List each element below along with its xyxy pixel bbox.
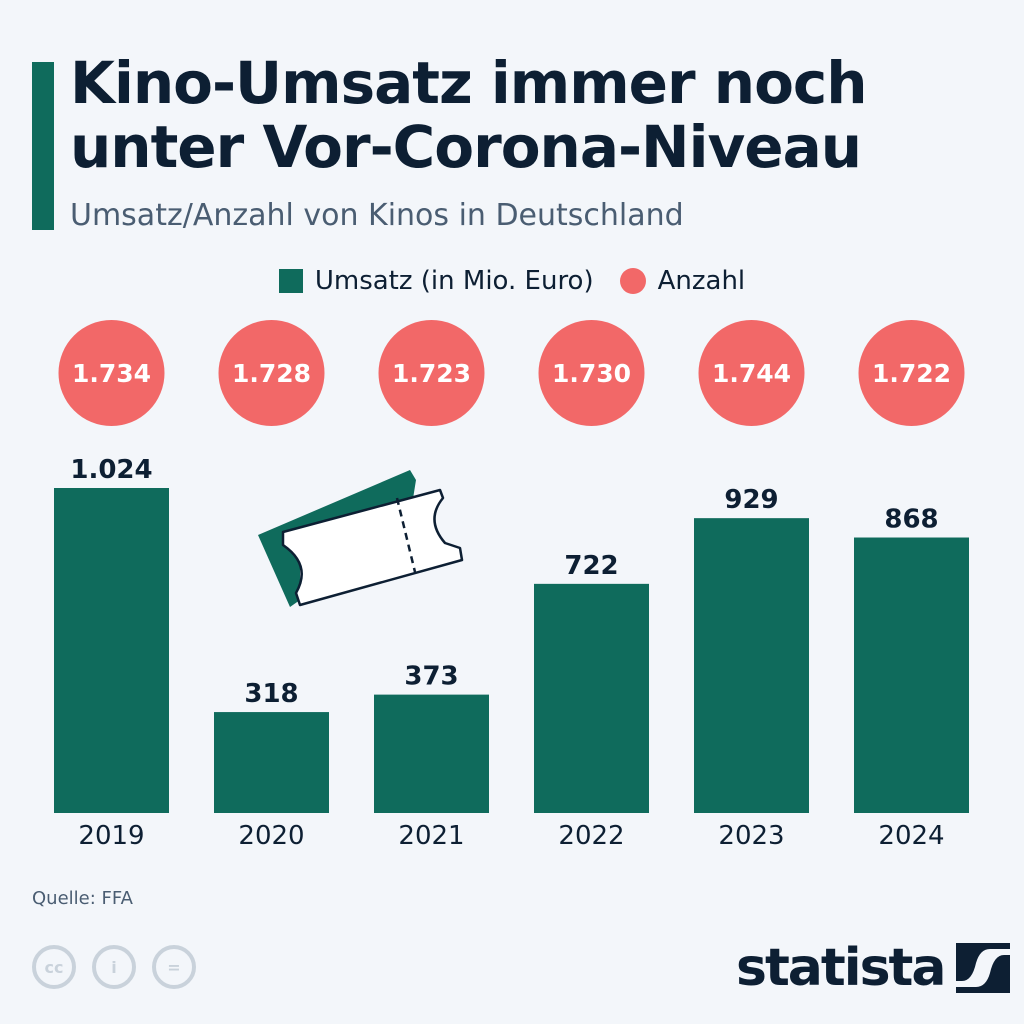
by-icon[interactable]: i xyxy=(92,945,136,989)
legend-label: Umsatz (in Mio. Euro) xyxy=(314,266,594,296)
x-tick-label: 2021 xyxy=(398,821,464,851)
count-circle-2020 xyxy=(218,320,325,426)
legend-swatch-square xyxy=(278,269,303,293)
count-label: 1.722 xyxy=(872,359,951,388)
count-circle-2021 xyxy=(378,320,485,426)
count-circle-2019 xyxy=(58,320,165,426)
bar-2019 xyxy=(54,488,169,813)
legend-label: Anzahl xyxy=(657,266,746,296)
bar-value-label: 1.024 xyxy=(70,455,152,485)
bar-2022 xyxy=(534,583,649,813)
x-tick-label: 2022 xyxy=(558,821,624,851)
chart-subtitle: Umsatz/Anzahl von Kinos in Deutschland xyxy=(70,198,684,233)
chart-title: Kino-Umsatz immer noch unter Vor-Corona-… xyxy=(70,49,868,181)
count-circle-2022 xyxy=(538,320,645,426)
statista-logo[interactable]: statista xyxy=(736,938,1011,998)
logo-text: statista xyxy=(736,938,946,998)
cc-icon[interactable]: cc xyxy=(32,945,76,989)
bar-2024 xyxy=(854,537,969,813)
cinema-ticket-icon xyxy=(258,470,464,607)
bar-value-label: 929 xyxy=(724,485,778,515)
x-tick-label: 2020 xyxy=(238,821,304,851)
bar-value-label: 318 xyxy=(244,679,298,709)
count-label: 1.744 xyxy=(712,359,791,388)
legend-item-anzahl: Anzahl xyxy=(619,266,746,296)
statista-logo-icon xyxy=(956,943,1011,993)
bar-2020 xyxy=(214,712,329,813)
x-tick-label: 2019 xyxy=(78,821,144,851)
count-circle-2023 xyxy=(698,320,805,426)
bar-value-label: 722 xyxy=(564,551,618,581)
legend-item-umsatz: Umsatz (in Mio. Euro) xyxy=(278,266,594,296)
title-accent-bar xyxy=(32,62,54,230)
count-label: 1.723 xyxy=(392,359,471,388)
legend: Umsatz (in Mio. Euro) Anzahl xyxy=(0,266,1024,296)
x-tick-label: 2023 xyxy=(718,821,784,851)
bar-value-label: 868 xyxy=(884,505,938,535)
x-tick-label: 2024 xyxy=(878,821,944,851)
count-label: 1.730 xyxy=(552,359,631,388)
count-label: 1.734 xyxy=(72,359,151,388)
source-note: Quelle: FFA xyxy=(32,888,133,909)
bar-2021 xyxy=(374,694,489,813)
legend-swatch-circle xyxy=(619,268,646,294)
count-circle-2024 xyxy=(858,320,965,426)
nd-icon[interactable]: = xyxy=(152,945,196,989)
bar-value-label: 373 xyxy=(404,662,458,692)
count-label: 1.728 xyxy=(232,359,311,388)
bar-2023 xyxy=(694,518,809,813)
